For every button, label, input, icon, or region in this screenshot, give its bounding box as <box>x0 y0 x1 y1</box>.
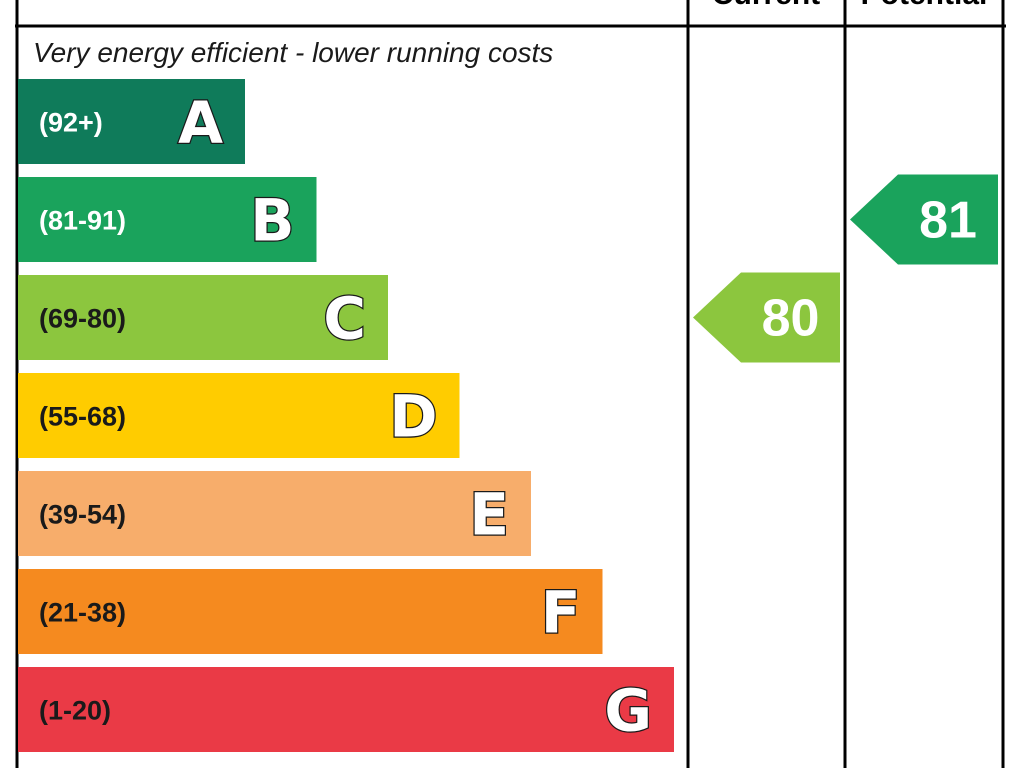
current-rating-arrow-shape <box>693 272 840 363</box>
band-f: (21-38) F <box>18 569 603 654</box>
band-f-bar <box>18 569 603 654</box>
band-g-bar <box>18 667 674 752</box>
band-c: (69-80) C <box>18 275 388 360</box>
band-d-letter: D <box>389 383 437 451</box>
band-g-range: (1-20) <box>39 696 111 726</box>
band-f-letter: F <box>541 579 581 647</box>
rating-markers: 80 81 <box>693 174 998 363</box>
band-c-letter: C <box>323 285 366 353</box>
band-c-range: (69-80) <box>39 304 126 334</box>
band-b: (81-91) B <box>18 177 317 262</box>
band-c-bar <box>18 275 388 360</box>
current-rating-arrow: 80 <box>693 272 840 363</box>
top-caption: Very energy efficient - lower running co… <box>33 37 553 68</box>
current-column-header: Current <box>712 0 820 11</box>
potential-column-header: Potential <box>861 0 988 11</box>
band-a: (92+) A <box>18 79 245 164</box>
band-b-range: (81-91) <box>39 206 126 236</box>
band-e-bar <box>18 471 531 556</box>
band-a-bar <box>18 79 245 164</box>
band-f-range: (21-38) <box>39 598 126 628</box>
band-g: (1-20) G <box>18 667 674 752</box>
potential-rating-arrow-value: 81 <box>919 192 977 250</box>
band-a-range: (92+) <box>39 108 103 138</box>
rating-bands: (92+) A (81-91) B (69-80) C (55-68) D (39-54) E (2… <box>18 79 674 752</box>
band-b-bar <box>18 177 317 262</box>
band-d-bar <box>18 373 460 458</box>
table-frame <box>15 0 1006 768</box>
potential-rating-arrow: 81 <box>850 174 998 265</box>
band-e-range: (39-54) <box>39 500 126 530</box>
current-rating-arrow-value: 80 <box>762 290 820 348</box>
band-e: (39-54) E <box>18 471 531 556</box>
band-d-range: (55-68) <box>39 402 126 432</box>
potential-rating-arrow-shape <box>850 174 998 265</box>
band-d: (55-68) D <box>18 373 460 458</box>
band-g-letter: G <box>604 677 652 745</box>
band-a-letter: A <box>178 89 223 157</box>
band-e-letter: E <box>469 481 509 549</box>
band-b-letter: B <box>250 187 294 255</box>
